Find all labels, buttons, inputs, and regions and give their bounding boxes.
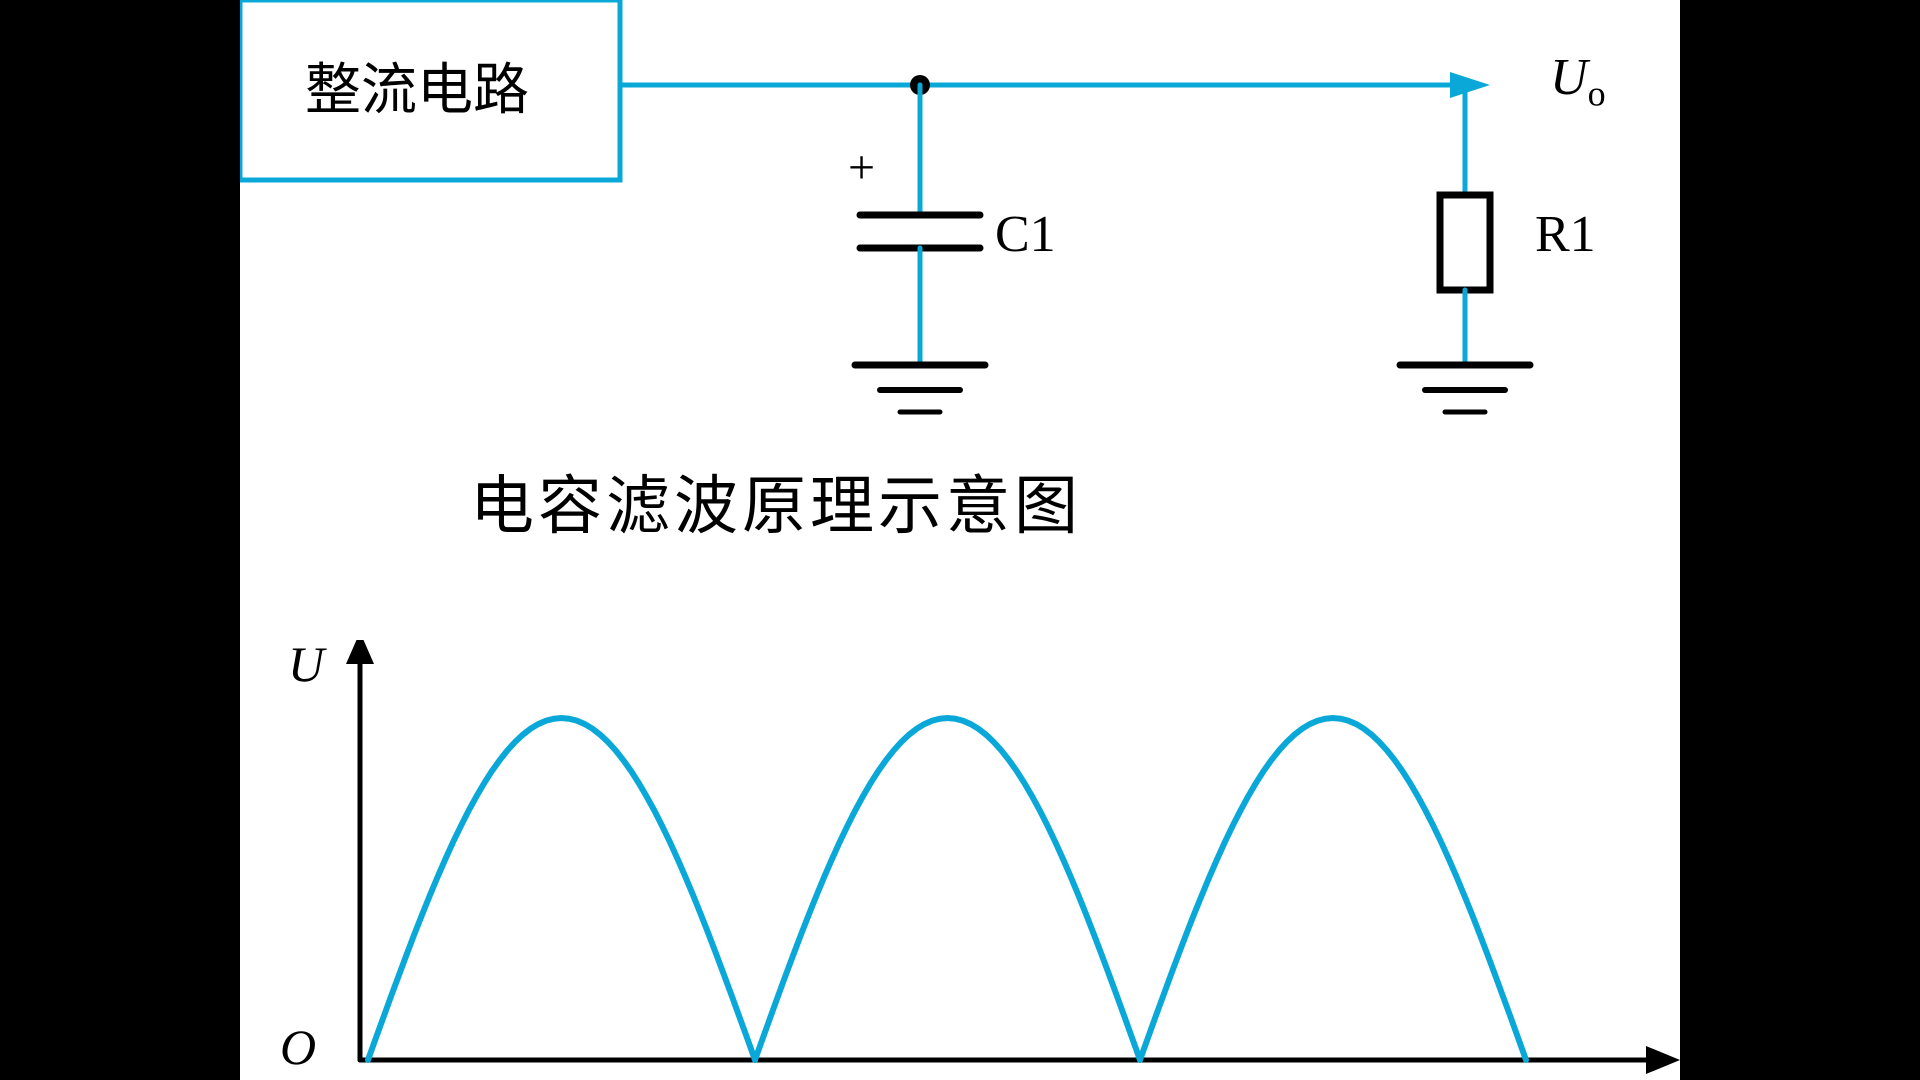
- rectifier-block-label: 整流电路: [305, 45, 529, 126]
- uo-subscript: o: [1588, 73, 1606, 113]
- capacitor-polarity-plus: +: [848, 140, 875, 195]
- resistor-label: R1: [1535, 205, 1596, 264]
- waveform-chart: [310, 640, 1690, 1080]
- diagram-content: 整流电路 + C1 R1 Uo 电容滤波原理示意图 U O: [240, 0, 1680, 1080]
- capacitor-label: C1: [995, 205, 1056, 264]
- uo-symbol: U: [1550, 49, 1588, 106]
- output-voltage-label: Uo: [1550, 48, 1606, 114]
- diagram-title: 电容滤波原理示意图: [470, 455, 1082, 547]
